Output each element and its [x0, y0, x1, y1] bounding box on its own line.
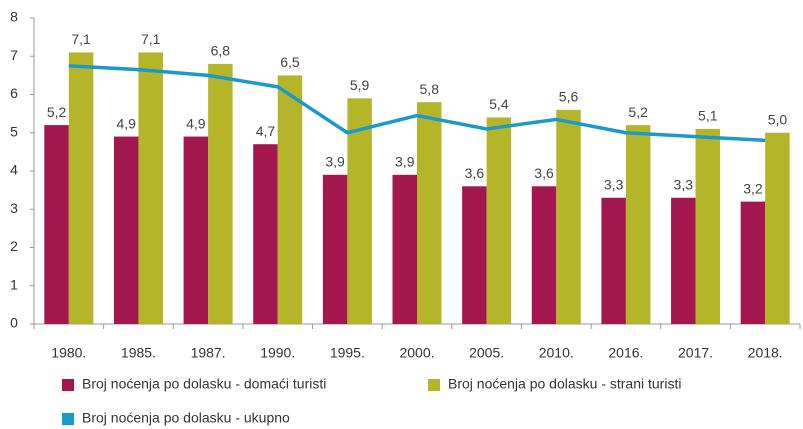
value-label: 3,9 — [395, 154, 415, 170]
bar — [113, 136, 139, 324]
x-tick-label: 1985. — [121, 345, 156, 361]
line — [68, 64, 766, 143]
value-label: 5,8 — [420, 81, 440, 97]
value-label: 7,1 — [141, 31, 161, 47]
value-label: 5,2 — [628, 104, 648, 120]
y-tick-label: 3 — [10, 200, 18, 216]
value-label: 5,2 — [47, 104, 67, 120]
value-label: 3,6 — [465, 165, 485, 181]
legend-swatch — [62, 413, 74, 425]
bar — [695, 128, 721, 324]
value-label: 3,9 — [325, 154, 345, 170]
bar — [671, 197, 696, 324]
value-label: 4,9 — [116, 115, 136, 131]
x-tick-label: 1980. — [51, 345, 86, 361]
value-label: 3,6 — [534, 165, 554, 181]
value-label: 4,9 — [186, 115, 206, 131]
y-tick-label: 0 — [10, 315, 18, 331]
bar — [322, 174, 348, 324]
x-tick-label: 2000. — [399, 345, 434, 361]
legend-swatch — [428, 379, 440, 391]
bar — [556, 109, 581, 324]
bar — [462, 186, 487, 324]
value-label: 3,2 — [743, 180, 763, 196]
bar — [138, 52, 163, 325]
x-tick-label: 2017. — [678, 345, 713, 361]
bar — [183, 136, 209, 324]
value-label: 5,6 — [559, 89, 579, 105]
x-tick-label: 2018. — [748, 345, 783, 361]
legend-swatch — [62, 379, 74, 391]
bar — [392, 174, 417, 324]
bar — [601, 197, 626, 324]
y-tick-label: 7 — [10, 47, 18, 63]
value-label: 4,7 — [256, 123, 276, 139]
bar — [208, 63, 233, 325]
y-tick-label: 4 — [10, 162, 18, 178]
y-tick-label: 8 — [10, 9, 18, 25]
bar — [740, 201, 766, 324]
value-label: 6,5 — [280, 54, 300, 70]
bar — [417, 102, 442, 325]
value-label: 6,8 — [211, 43, 231, 59]
value-label: 3,3 — [674, 176, 694, 192]
value-label: 7,1 — [71, 31, 91, 47]
bar — [44, 125, 69, 324]
bar — [68, 52, 94, 325]
bar — [253, 144, 278, 324]
x-tick-label: 1987. — [191, 345, 226, 361]
y-tick-label: 1 — [10, 276, 18, 292]
y-tick-label: 5 — [10, 123, 18, 139]
y-tick-label: 6 — [10, 85, 18, 101]
legend-label: Broj noćenja po dolasku - domaći turisti — [82, 376, 326, 392]
bar — [277, 75, 303, 324]
bar — [625, 125, 651, 324]
x-tick-label: 2016. — [608, 345, 643, 361]
legend-label: Broj noćenja po dolasku - ukupno — [82, 410, 290, 426]
x-tick-label: 1995. — [330, 345, 365, 361]
value-label: 3,3 — [604, 176, 624, 192]
bar — [765, 132, 790, 324]
bar — [486, 117, 512, 324]
legend-label: Broj noćenja po dolasku - strani turisti — [448, 376, 681, 392]
bar — [347, 98, 372, 324]
x-tick-label: 2005. — [469, 345, 504, 361]
x-tick-label: 2010. — [539, 345, 574, 361]
bar — [531, 186, 557, 324]
value-label: 5,1 — [698, 108, 718, 124]
x-tick-label: 1990. — [260, 345, 295, 361]
value-label: 5,9 — [350, 77, 370, 93]
value-label: 5,0 — [768, 111, 788, 127]
y-tick-label: 2 — [10, 238, 18, 254]
value-label: 5,4 — [489, 96, 509, 112]
